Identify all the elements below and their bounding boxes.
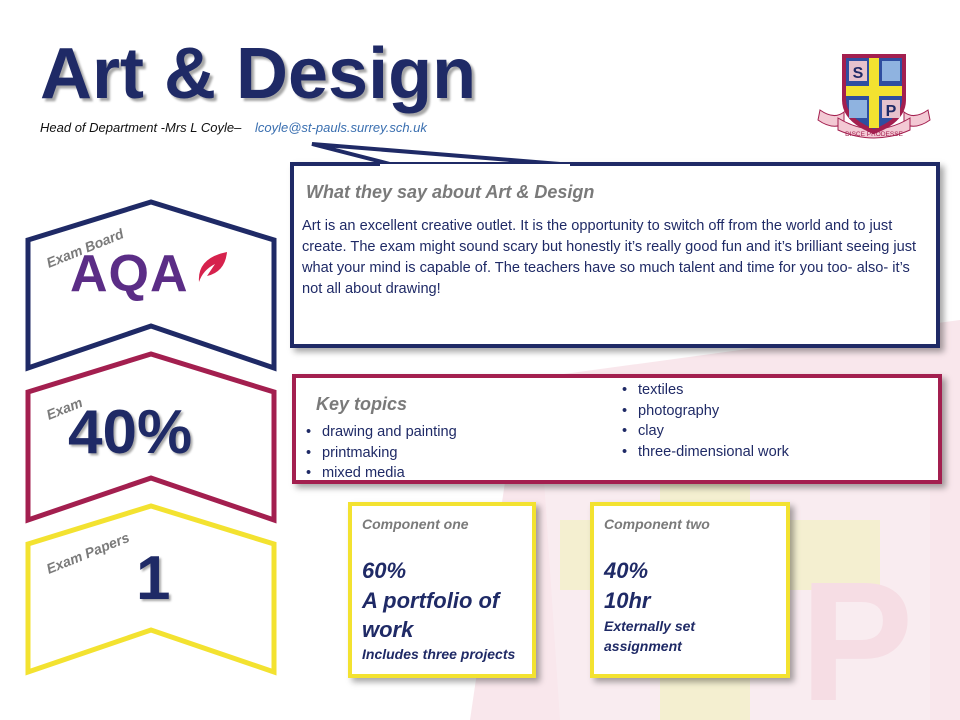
list-item: clay [620, 421, 789, 442]
key-topics-list-right: textiles photography clay three-dimensio… [620, 380, 789, 462]
aqa-wordmark: AQA [70, 245, 189, 303]
aqa-leaf-icon [198, 252, 227, 282]
logo-motto: DISCE PRODESSE [845, 131, 903, 138]
component-one-card: Component one 60% A portfolio of work In… [348, 502, 536, 678]
component-two-main-line-1: 10hr [604, 588, 651, 613]
head-of-department-name: Head of Department -Mrs L Coyle– [40, 120, 242, 135]
component-one-percent: 60% [362, 558, 407, 583]
exam-papers-value: 1 [136, 544, 171, 613]
head-of-department: Head of Department -Mrs L Coyle– lcoyle@… [40, 120, 427, 135]
email-link[interactable]: lcoyle@st-pauls.surrey.sch.uk [254, 120, 427, 135]
component-two-percent: 40% [604, 558, 649, 583]
component-one-main-line-1: A portfolio of [362, 588, 500, 613]
key-topics-title: Key topics [316, 394, 408, 414]
component-two-card: Component two 40% 10hr Externally set as… [590, 502, 790, 678]
list-item: printmaking [304, 443, 457, 464]
component-two-sub-line-2: assignment [604, 638, 682, 654]
testimonial-box: What they say about Art & Design Art is … [290, 162, 940, 348]
logo-letter-s: S [853, 65, 864, 82]
list-item: drawing and painting [304, 422, 457, 443]
speech-pointer [311, 142, 570, 168]
logo-letter-p: P [886, 103, 897, 120]
component-one-sub: Includes three projects [362, 646, 516, 662]
page-title: Art & Design [40, 34, 477, 114]
key-topics-list-left: drawing and painting printmaking mixed m… [304, 422, 457, 484]
component-two-sub-line-1: Externally set [604, 618, 696, 634]
exam-board-chevron [25, 199, 277, 372]
list-item: textiles [620, 380, 789, 401]
list-item: mixed media [304, 463, 457, 484]
component-one-main-line-2: work [362, 617, 414, 642]
testimonial-text: Art is an excellent creative outlet. It … [302, 218, 917, 297]
key-topics-box: Key topics drawing and painting printmak… [292, 374, 942, 484]
list-item: three-dimensional work [620, 442, 789, 463]
school-crest-logo: S P DISCE PRODESSE [817, 54, 931, 139]
exam-percent-value: 40% [68, 398, 193, 467]
testimonial-title: What they say about Art & Design [306, 182, 595, 202]
component-one-title: Component one [362, 516, 469, 532]
aqa-logo: AQA [70, 248, 229, 300]
svg-text:P: P [800, 547, 913, 720]
exam-papers-chevron [25, 503, 277, 676]
component-two-title: Component two [604, 516, 710, 532]
exam-percent-chevron [25, 351, 277, 524]
list-item: photography [620, 401, 789, 422]
